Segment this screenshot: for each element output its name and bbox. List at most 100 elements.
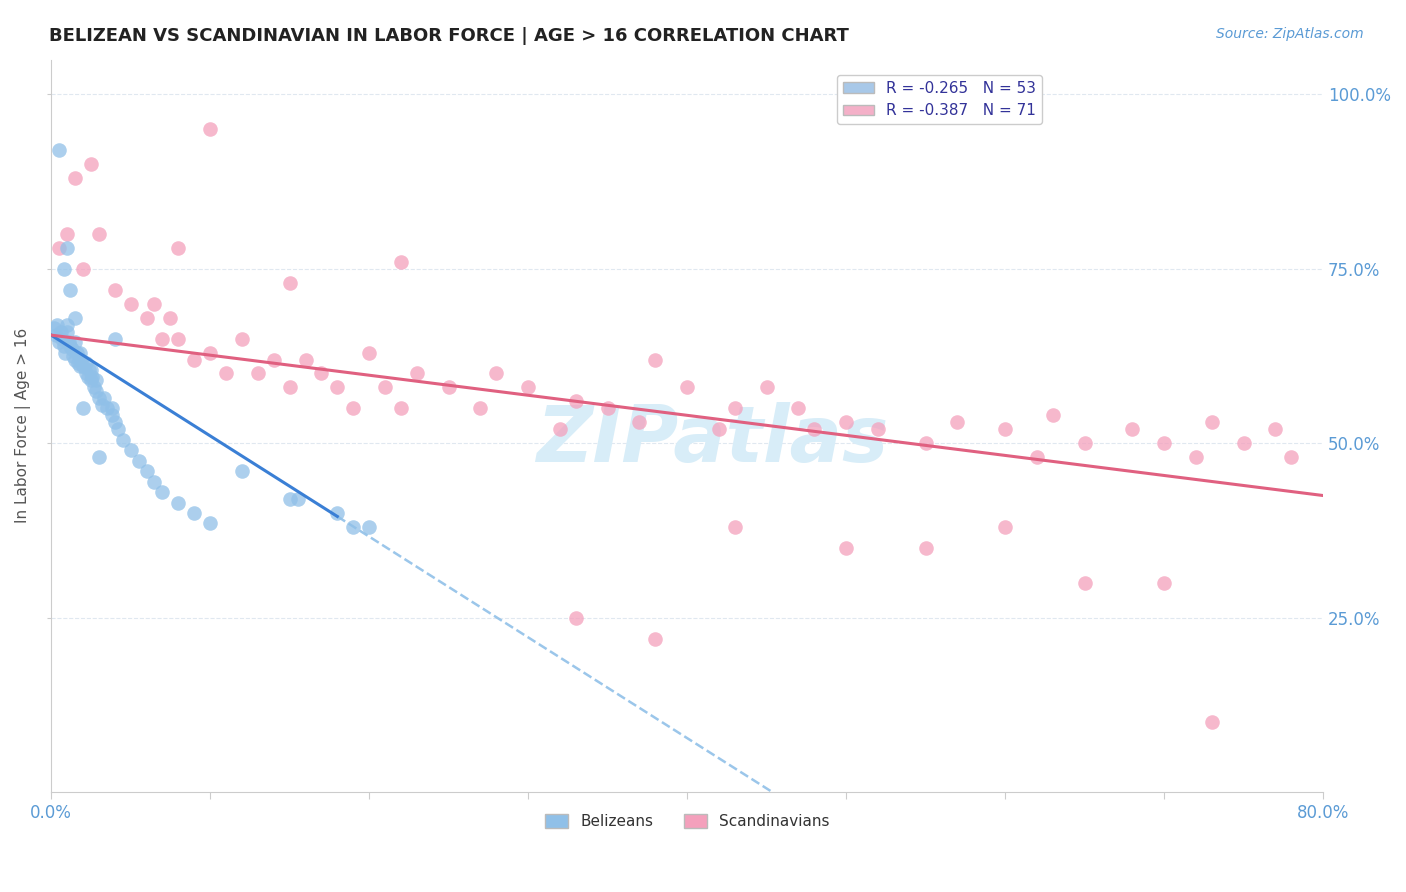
Point [278, 276, 301, 290]
Point [359, 345, 381, 359]
Point [644, 632, 666, 646]
Point [96, 401, 118, 416]
Point [835, 541, 858, 555]
Point [1233, 436, 1256, 450]
Point [374, 380, 396, 394]
Point [104, 332, 127, 346]
Point [548, 422, 571, 436]
Point [342, 401, 364, 416]
Point [65, 345, 87, 359]
Point [120, 296, 142, 310]
Point [100, 401, 122, 416]
Point [120, 443, 142, 458]
Point [311, 367, 333, 381]
Point [56, 318, 79, 332]
Point [596, 401, 619, 416]
Point [326, 380, 349, 394]
Point [56, 325, 79, 339]
Point [231, 464, 253, 478]
Point [278, 491, 301, 506]
Point [52, 261, 75, 276]
Point [56, 241, 79, 255]
Point [143, 475, 166, 489]
Point [152, 332, 174, 346]
Point [183, 506, 205, 520]
Point [1279, 450, 1302, 465]
Point [104, 415, 127, 429]
Point [135, 310, 157, 325]
Point [107, 422, 129, 436]
Point [80, 374, 103, 388]
Point [866, 422, 889, 436]
Point [48, 143, 70, 157]
Point [263, 352, 285, 367]
Point [87, 391, 110, 405]
Point [83, 380, 105, 394]
Point [1185, 450, 1208, 465]
Point [63, 352, 86, 367]
Point [56, 227, 79, 241]
Point [994, 422, 1017, 436]
Point [59, 283, 82, 297]
Point [159, 310, 181, 325]
Point [63, 171, 86, 186]
Point [63, 310, 86, 325]
Point [82, 370, 104, 384]
Text: ZIPatlas: ZIPatlas [537, 402, 889, 478]
Point [1073, 575, 1095, 590]
Point [69, 345, 91, 359]
Point [294, 352, 316, 367]
Point [48, 334, 70, 349]
Point [128, 453, 150, 467]
Point [143, 296, 166, 310]
Point [84, 374, 107, 388]
Point [787, 401, 810, 416]
Point [198, 122, 221, 136]
Point [75, 356, 97, 370]
Point [80, 363, 103, 377]
Point [100, 409, 122, 423]
Point [70, 352, 93, 367]
Point [994, 520, 1017, 534]
Point [44, 321, 66, 335]
Point [111, 433, 134, 447]
Point [67, 356, 90, 370]
Point [49, 325, 72, 339]
Point [231, 332, 253, 346]
Point [58, 334, 80, 349]
Point [104, 283, 127, 297]
Point [84, 384, 107, 398]
Point [80, 157, 103, 171]
Point [707, 422, 730, 436]
Point [470, 401, 492, 416]
Point [198, 345, 221, 359]
Point [45, 328, 67, 343]
Point [803, 422, 825, 436]
Point [946, 415, 969, 429]
Point [52, 338, 75, 352]
Point [755, 380, 778, 394]
Point [1153, 575, 1175, 590]
Point [914, 541, 936, 555]
Point [1026, 450, 1049, 465]
Point [389, 401, 412, 416]
Point [485, 367, 508, 381]
Point [87, 450, 110, 465]
Point [198, 516, 221, 531]
Point [183, 352, 205, 367]
Point [167, 495, 190, 509]
Point [914, 436, 936, 450]
Point [91, 398, 114, 412]
Point [1201, 415, 1223, 429]
Point [135, 464, 157, 478]
Point [79, 363, 101, 377]
Point [437, 380, 460, 394]
Point [517, 380, 540, 394]
Point [1201, 715, 1223, 730]
Point [72, 359, 94, 374]
Point [62, 349, 84, 363]
Point [48, 241, 70, 255]
Point [724, 401, 747, 416]
Point [724, 520, 747, 534]
Point [246, 367, 269, 381]
